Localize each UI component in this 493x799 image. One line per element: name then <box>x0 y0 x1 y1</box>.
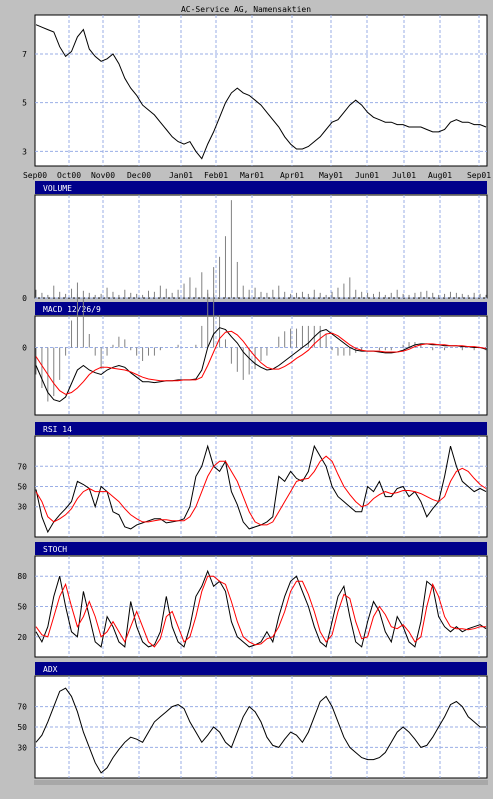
panel-header <box>35 542 487 555</box>
panel-header-label: STOCH <box>43 545 67 554</box>
y-tick-label: 7 <box>22 50 27 59</box>
y-tick-label: 20 <box>17 633 27 642</box>
x-tick-label: Oct00 <box>57 171 81 180</box>
x-tick-label: Jun01 <box>355 171 379 180</box>
x-tick-label: Dec00 <box>127 171 151 180</box>
y-tick-label: 50 <box>17 603 27 612</box>
y-tick-label: 50 <box>17 483 27 492</box>
chart-title: AC-Service AG, Namensaktien <box>181 5 311 14</box>
y-tick-label: 80 <box>17 572 27 581</box>
x-tick-label: Jul01 <box>392 171 416 180</box>
panel-header-label: ADX <box>43 665 58 674</box>
panel-header <box>35 422 487 435</box>
x-tick-label: Nov00 <box>91 171 115 180</box>
series-line-signal <box>35 330 487 395</box>
series-line-price <box>35 24 487 160</box>
x-tick-label: Sep00 <box>23 171 47 180</box>
x-tick-label: Sep01 <box>467 171 491 180</box>
y-tick-label: 30 <box>17 743 27 752</box>
panel-header <box>35 662 487 675</box>
series-line-adx <box>35 687 486 774</box>
y-tick-label: 70 <box>17 703 27 712</box>
x-tick-label: Apr01 <box>280 171 304 180</box>
plot-area <box>34 14 488 167</box>
panel-header-label: MACD 12/26/9 <box>43 305 101 314</box>
x-tick-label: Feb01 <box>204 171 228 180</box>
plot-area <box>34 315 488 416</box>
y-tick-label: 3 <box>22 147 27 156</box>
panel-rsi: RSI 14 30 50 70 <box>17 422 488 538</box>
y-tick-label: 5 <box>22 99 27 108</box>
panel-price: 3 5 7 Sep00 Oct00 Nov00 Dec00 Jan01 Feb01 Mar01 Ap… <box>22 14 491 180</box>
panel-header <box>35 181 487 194</box>
x-tick-label: May01 <box>319 171 343 180</box>
series-line--k <box>35 569 487 648</box>
bottom-scrollbar <box>34 780 488 785</box>
panel-volume: VOLUME 0 <box>22 181 488 303</box>
panel-header-label: VOLUME <box>43 184 72 193</box>
y-tick-label: 0 <box>22 344 27 353</box>
y-tick-label: 30 <box>17 503 27 512</box>
y-tick-label: 0 <box>22 294 27 303</box>
x-tick-label: Aug01 <box>428 171 452 180</box>
panel-stoch: STOCH 20 50 80 <box>17 542 488 658</box>
panel-header <box>35 302 487 315</box>
y-tick-label: 50 <box>17 723 27 732</box>
panel-adx: ADX 30 50 70 <box>17 662 488 779</box>
x-tick-label: Mar01 <box>240 171 264 180</box>
x-tick-label: Jan01 <box>169 171 193 180</box>
y-tick-label: 70 <box>17 462 27 471</box>
panel-header-label: RSI 14 <box>43 425 72 434</box>
series-line--d <box>35 575 486 648</box>
panel-macd: MACD 12/26/9 0 <box>22 293 488 416</box>
series-line-signal <box>35 455 487 526</box>
